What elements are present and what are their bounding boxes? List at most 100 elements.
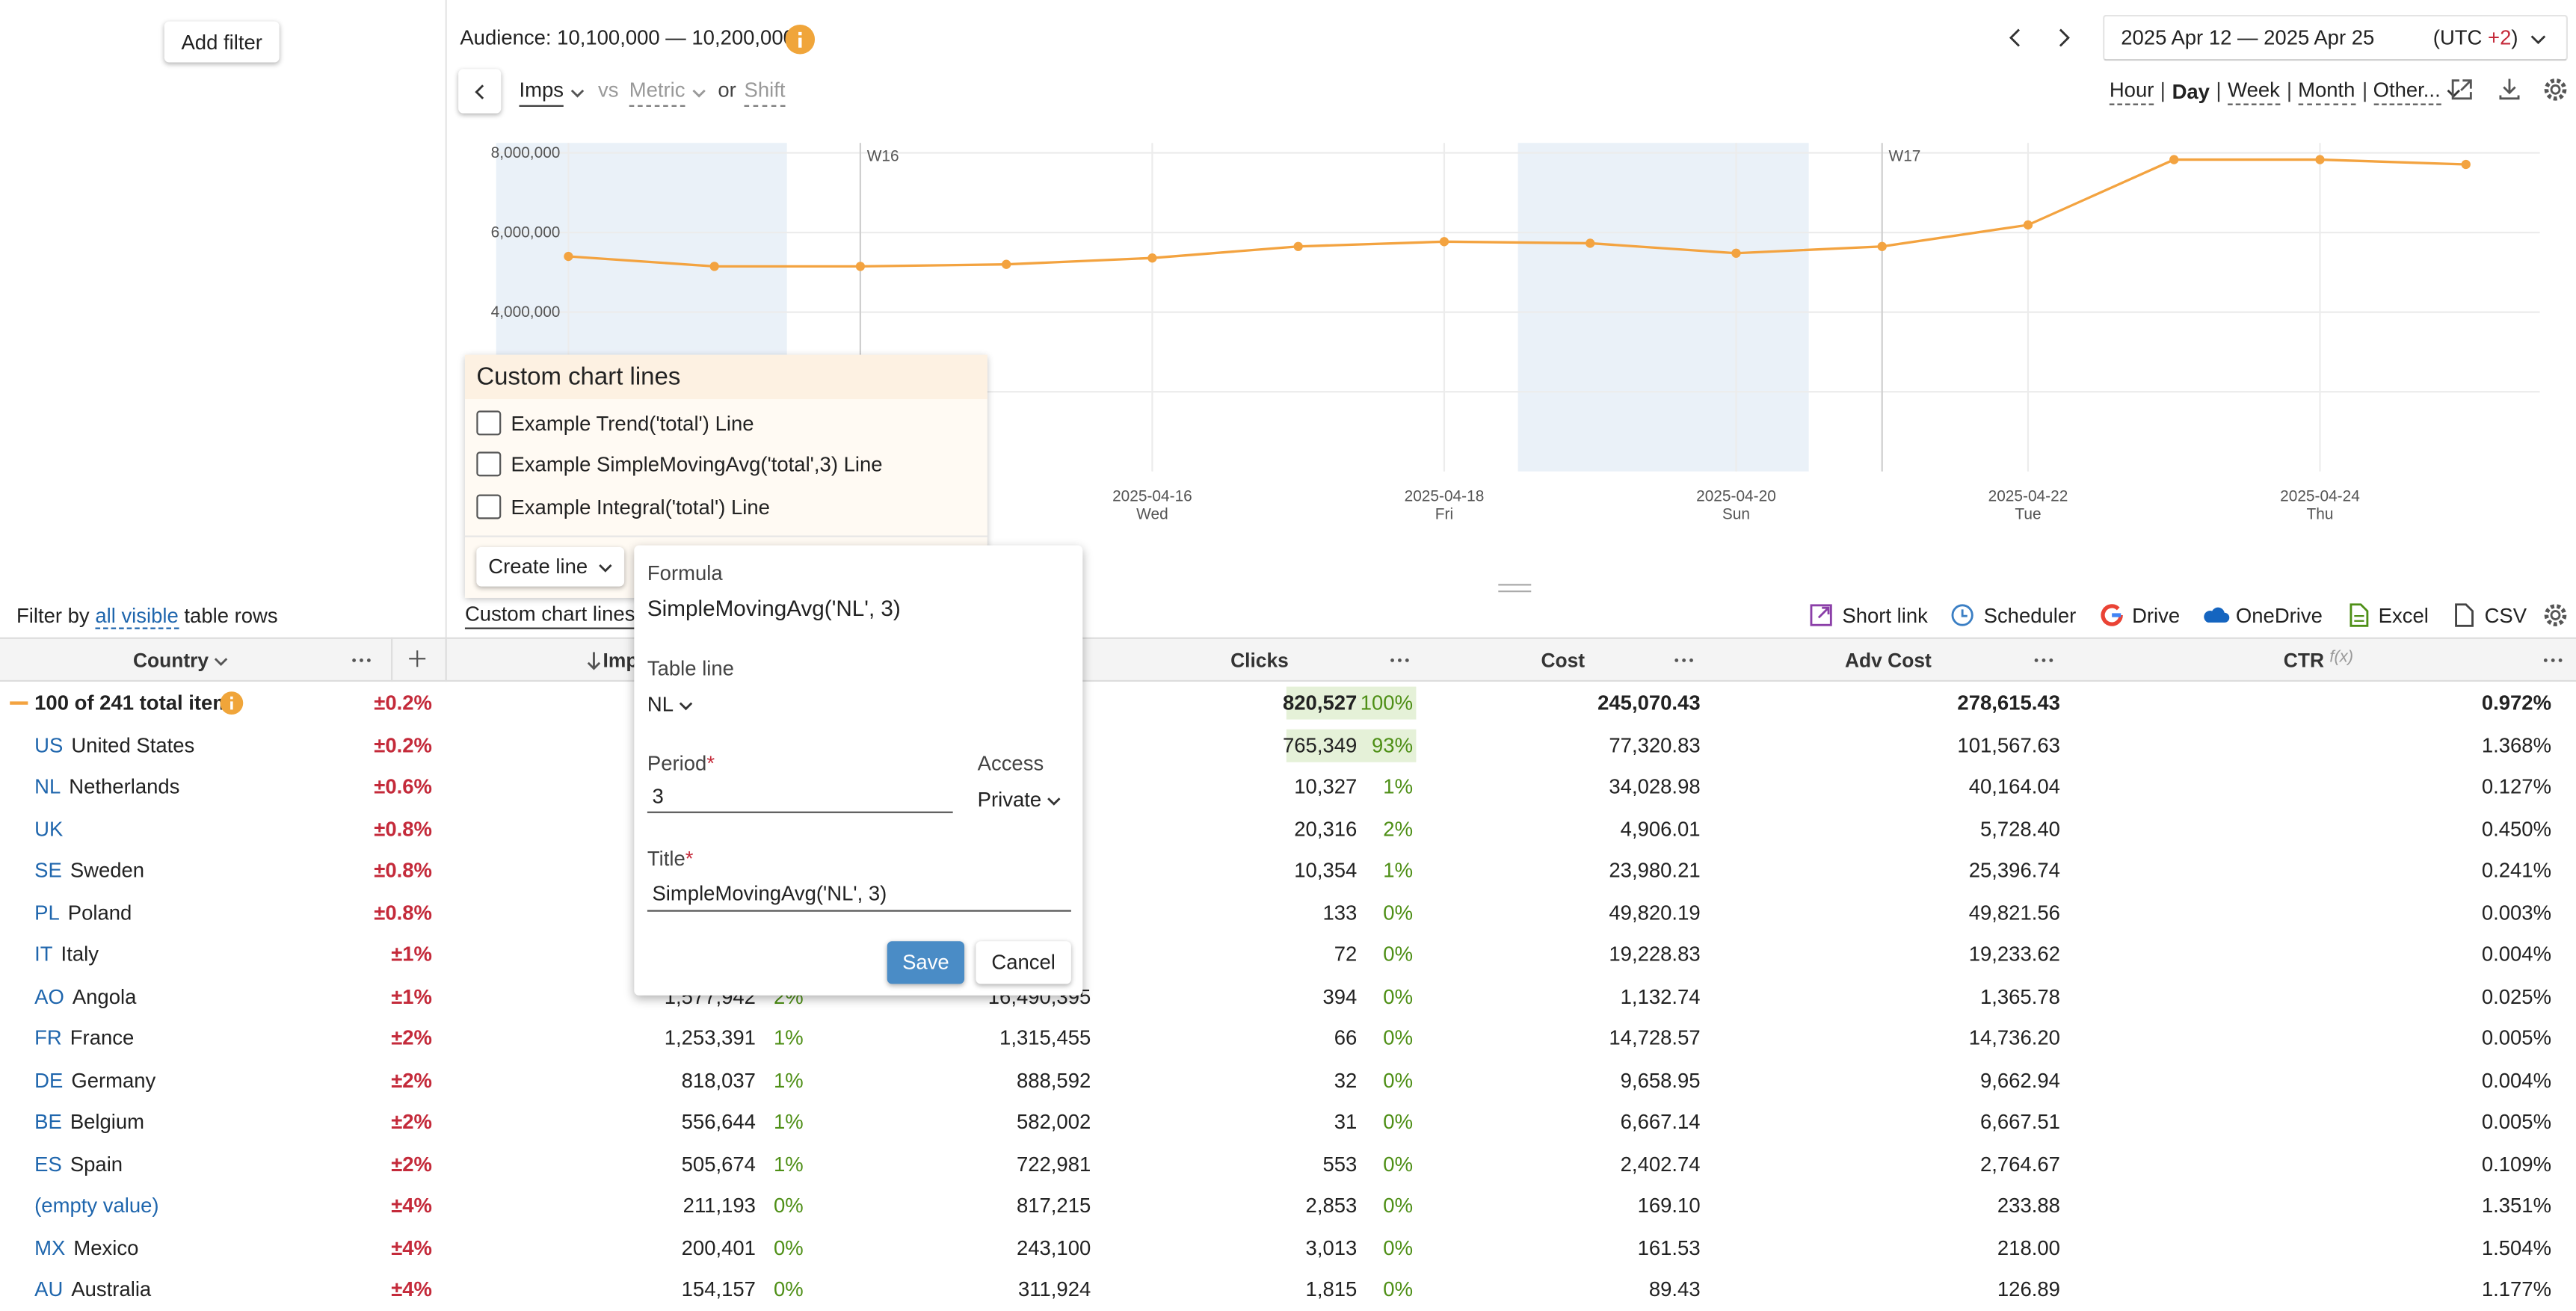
country-code: NL	[34, 775, 61, 799]
export-option[interactable]: OneDrive	[2203, 603, 2323, 628]
granularity-option[interactable]: Hour	[2109, 78, 2154, 105]
clicks-share: 0%	[1383, 1026, 1414, 1050]
granularity-option[interactable]: Month	[2298, 78, 2355, 105]
country: SE Sweden	[34, 856, 144, 886]
divider	[445, 0, 447, 638]
cost-header[interactable]: Cost	[1541, 649, 1586, 672]
adv-cost: 6,667.51	[1979, 1110, 2060, 1134]
country-code: US	[34, 733, 64, 757]
checkbox[interactable]	[476, 410, 502, 436]
export-option[interactable]: Scheduler	[1951, 603, 2076, 628]
point	[1439, 237, 1449, 247]
tab[interactable]: Custom chart lines	[464, 603, 635, 629]
back-button[interactable]	[458, 69, 502, 114]
column-menu[interactable]	[351, 657, 371, 664]
clicks: 72	[1334, 943, 1358, 966]
label: Formula	[647, 561, 723, 585]
panel-title: Custom chart lines	[476, 363, 681, 392]
export-label: CSV	[2484, 603, 2527, 627]
table-line-select[interactable]: NL	[647, 693, 694, 716]
open-icon[interactable]	[2450, 77, 2474, 102]
granularity-option[interactable]: Day	[2172, 80, 2210, 104]
column-menu[interactable]	[1390, 657, 1409, 664]
chevron-left	[475, 84, 484, 99]
ctr: 0.241%	[2481, 859, 2552, 883]
date-picker[interactable]: 2025 Apr 12 — 2025 Apr 25 (UTC +2)	[2103, 14, 2569, 61]
line-option[interactable]: Example SimpleMovingAvg('total',3) Line	[476, 451, 883, 477]
header-label: CTR	[2283, 649, 2325, 672]
export-option[interactable]: Short link	[1809, 603, 1928, 628]
imps-share: 1%	[773, 1068, 804, 1092]
settings-icon[interactable]	[2543, 77, 2568, 102]
line-option[interactable]: Example Trend('total') Line	[476, 410, 754, 436]
imps-share: 1%	[773, 1152, 804, 1176]
point	[564, 251, 573, 262]
info-icon[interactable]	[220, 691, 244, 715]
resize-handle[interactable]	[1497, 582, 1532, 595]
value: Private	[977, 788, 1042, 812]
country-code: (empty value)	[34, 1194, 159, 1218]
shift[interactable]: Shift	[744, 78, 786, 107]
table-settings-icon[interactable]	[2543, 603, 2568, 628]
country-code: UK	[34, 817, 64, 841]
export-option[interactable]: Excel	[2346, 603, 2429, 628]
checkbox[interactable]	[476, 494, 502, 519]
country-name: Mexico	[73, 1236, 139, 1259]
point	[1877, 241, 1887, 251]
required: *	[685, 848, 694, 871]
next-button[interactable]	[2053, 28, 2073, 47]
ctr-header[interactable]: CTR f(x)	[2284, 649, 2353, 672]
dot	[2034, 658, 2039, 662]
export-option[interactable]: CSV	[2452, 603, 2527, 628]
imps: 211,193	[682, 1194, 756, 1218]
column-menu[interactable]	[1674, 657, 1693, 664]
granularity-option[interactable]: Other...	[2373, 78, 2441, 105]
x-tick-weekday: Wed	[1136, 505, 1168, 522]
x-tick-label: 2025-04-18	[1405, 487, 1485, 505]
download-icon[interactable]	[2498, 77, 2522, 102]
formula: SimpleMovingAvg('NL', 3)	[647, 596, 901, 621]
adv-cost: 1,365.78	[1979, 984, 2060, 1008]
save-button[interactable]: Save	[887, 941, 965, 984]
imps: 154,157	[681, 1277, 756, 1301]
export-option[interactable]: Drive	[2099, 603, 2180, 628]
adv-cost: 25,396.74	[1968, 859, 2060, 883]
clicks: 10,327	[1294, 775, 1358, 799]
label: Example SimpleMovingAvg('total',3) Line	[511, 452, 883, 476]
granularity-option[interactable]: Week	[2228, 78, 2280, 105]
prev-button[interactable]	[2006, 28, 2025, 47]
cost: 6,667.14	[1620, 1110, 1701, 1134]
access-select[interactable]: Private	[978, 789, 1061, 812]
vs: vs	[597, 78, 619, 102]
cost: 245,070.43	[1597, 691, 1701, 715]
column-menu[interactable]	[2034, 657, 2053, 664]
column-menu[interactable]	[2543, 657, 2563, 664]
clicks-header[interactable]: Clicks	[1230, 649, 1289, 672]
clicks: 765,349	[1282, 733, 1358, 757]
label: Table line	[647, 657, 734, 680]
period-input[interactable]: 3	[647, 786, 953, 813]
cancel-button[interactable]: Cancel	[976, 941, 1071, 984]
text: Filter by	[16, 604, 96, 628]
line-option[interactable]: Example Integral('total') Line	[476, 494, 770, 519]
export-label: Drive	[2132, 603, 2181, 627]
dot	[1682, 658, 1686, 662]
export-label: OneDrive	[2235, 603, 2323, 627]
add-column[interactable]	[409, 650, 426, 667]
clicks-share: 0%	[1383, 1068, 1414, 1092]
or: or	[718, 78, 736, 102]
checkbox[interactable]	[476, 451, 502, 477]
create-line-button[interactable]: Create line	[476, 546, 625, 587]
clicks: 10,354	[1294, 859, 1358, 883]
add-filter-button[interactable]: Add filter	[164, 21, 280, 63]
adv-cost-header[interactable]: Adv Cost	[1845, 649, 1932, 672]
title-input[interactable]: SimpleMovingAvg('NL', 3)	[647, 882, 1071, 912]
metric-select[interactable]: Imps	[519, 78, 585, 107]
country-header[interactable]: Country	[133, 649, 228, 672]
info-icon[interactable]	[785, 24, 816, 55]
scope-link[interactable]: all visible	[95, 604, 179, 629]
compare-select[interactable]: Metric	[629, 78, 706, 107]
export-label: Excel	[2378, 603, 2429, 627]
country-code: PL	[34, 901, 60, 925]
clicks-share: 0%	[1383, 1236, 1414, 1259]
